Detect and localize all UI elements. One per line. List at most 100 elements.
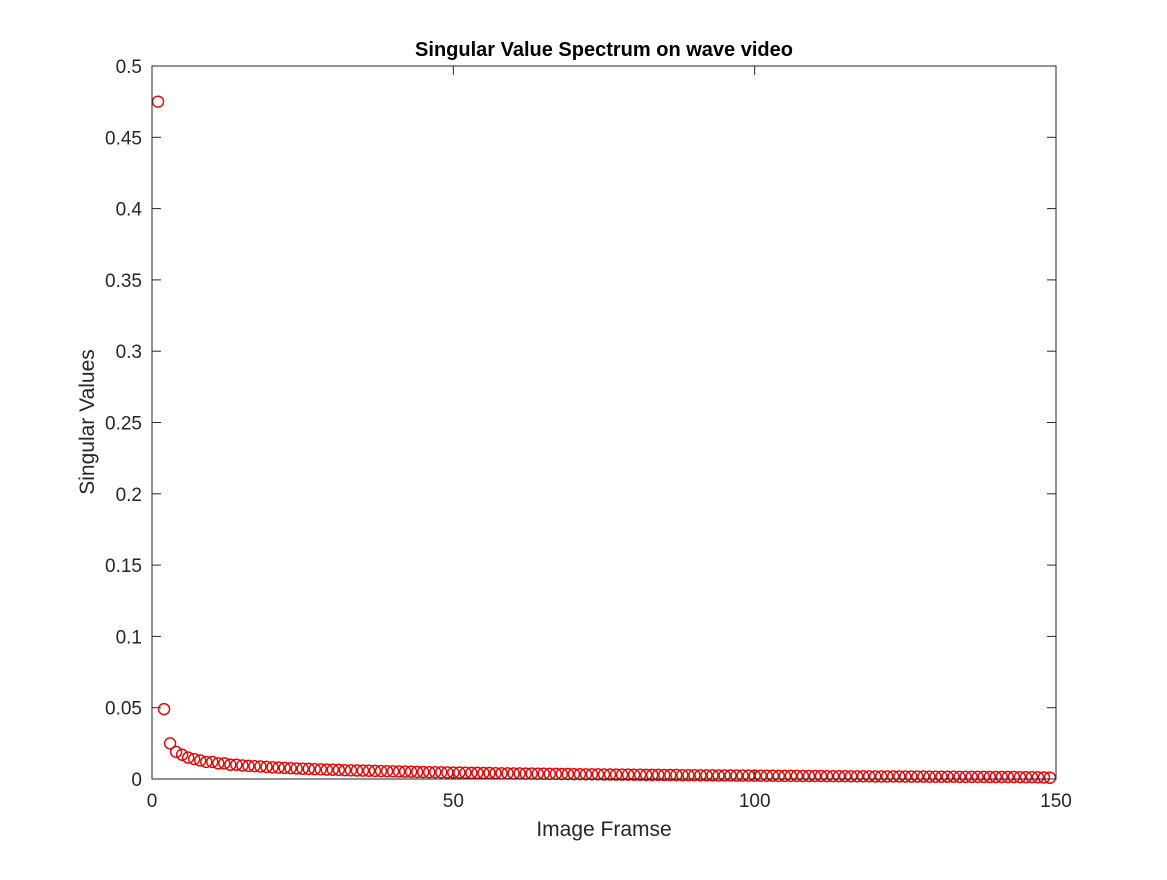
data-point bbox=[465, 766, 478, 780]
data-point bbox=[218, 757, 231, 770]
data-point bbox=[194, 754, 207, 767]
data-point bbox=[905, 770, 918, 783]
data-point bbox=[362, 764, 376, 777]
data-point bbox=[639, 768, 653, 782]
data-point bbox=[887, 770, 900, 783]
data-point bbox=[609, 768, 623, 781]
x-tick-label: 0 bbox=[147, 791, 158, 812]
y-tick-label: 0.1 bbox=[116, 627, 142, 648]
y-tick-label: 0 bbox=[131, 770, 142, 791]
data-point bbox=[368, 764, 382, 778]
data-point bbox=[163, 737, 177, 750]
data-point bbox=[187, 752, 201, 766]
data-point bbox=[1025, 770, 1039, 784]
data-point bbox=[567, 767, 581, 781]
data-point bbox=[676, 768, 689, 782]
data-point bbox=[579, 768, 593, 781]
data-point bbox=[718, 769, 731, 782]
data-point bbox=[326, 763, 339, 776]
data-point bbox=[555, 767, 569, 781]
data-point bbox=[621, 768, 635, 781]
data-point bbox=[398, 765, 412, 778]
data-point bbox=[658, 768, 671, 782]
y-tick-label: 0.3 bbox=[116, 342, 142, 363]
data-point bbox=[929, 770, 942, 783]
data-point bbox=[941, 770, 954, 783]
data-point bbox=[284, 761, 297, 775]
data-point bbox=[875, 770, 888, 783]
data-point bbox=[417, 765, 430, 779]
data-point bbox=[410, 765, 424, 779]
data-point bbox=[254, 760, 267, 773]
data-point bbox=[260, 760, 273, 774]
data-point bbox=[350, 764, 364, 777]
data-point bbox=[471, 766, 484, 780]
data-point bbox=[314, 763, 327, 776]
data-point bbox=[320, 763, 333, 776]
data-point bbox=[272, 761, 285, 774]
data-point bbox=[1043, 771, 1057, 784]
data-point bbox=[670, 768, 683, 782]
data-point bbox=[959, 770, 972, 784]
data-point bbox=[646, 768, 659, 782]
data-point bbox=[224, 758, 237, 771]
data-point bbox=[724, 769, 737, 782]
data-point bbox=[688, 768, 701, 782]
data-point bbox=[1001, 770, 1014, 784]
data-point bbox=[742, 769, 755, 782]
x-axis-label: Image Framse bbox=[536, 818, 671, 841]
data-point bbox=[820, 769, 834, 783]
data-point bbox=[754, 769, 767, 782]
data-point bbox=[772, 769, 785, 783]
data-point bbox=[380, 764, 394, 778]
data-point bbox=[971, 770, 984, 784]
plot-area bbox=[152, 66, 1056, 779]
data-point bbox=[386, 765, 400, 778]
data-point bbox=[1007, 770, 1021, 784]
y-tick-label: 0.4 bbox=[116, 200, 143, 221]
chart-title: Singular Value Spectrum on wave video bbox=[415, 39, 793, 61]
data-point bbox=[850, 770, 864, 783]
data-point bbox=[778, 769, 791, 783]
data-point bbox=[796, 769, 810, 783]
data-point bbox=[965, 770, 978, 784]
data-point bbox=[290, 762, 303, 775]
data-point bbox=[923, 770, 936, 783]
data-point bbox=[404, 765, 418, 778]
data-point bbox=[429, 765, 442, 779]
data-point bbox=[730, 769, 743, 782]
data-point bbox=[917, 770, 930, 783]
data-point bbox=[597, 768, 611, 781]
data-point bbox=[953, 770, 966, 784]
data-point bbox=[935, 770, 948, 783]
data-point bbox=[712, 769, 725, 782]
x-tick-label: 50 bbox=[443, 791, 464, 812]
data-point bbox=[832, 769, 846, 783]
data-point bbox=[694, 769, 707, 782]
data-point bbox=[441, 766, 454, 779]
data-point bbox=[169, 745, 183, 759]
data-point bbox=[706, 769, 719, 782]
data-point bbox=[664, 768, 677, 782]
data-point bbox=[760, 769, 773, 782]
data-point bbox=[175, 748, 189, 761]
data-point bbox=[802, 769, 816, 783]
data-point bbox=[603, 768, 617, 781]
data-point bbox=[573, 767, 587, 781]
data-point bbox=[977, 770, 990, 784]
data-point bbox=[995, 770, 1008, 784]
data-point bbox=[344, 764, 358, 777]
data-point bbox=[332, 763, 346, 777]
data-point bbox=[212, 757, 225, 770]
data-point bbox=[844, 770, 858, 783]
data-point bbox=[790, 769, 804, 783]
data-point bbox=[248, 759, 261, 773]
data-point bbox=[1019, 770, 1033, 784]
data-point bbox=[200, 755, 213, 769]
data-point bbox=[838, 769, 852, 783]
data-point bbox=[784, 769, 798, 783]
data-point bbox=[615, 768, 629, 781]
y-tick-label: 0.5 bbox=[116, 57, 142, 78]
